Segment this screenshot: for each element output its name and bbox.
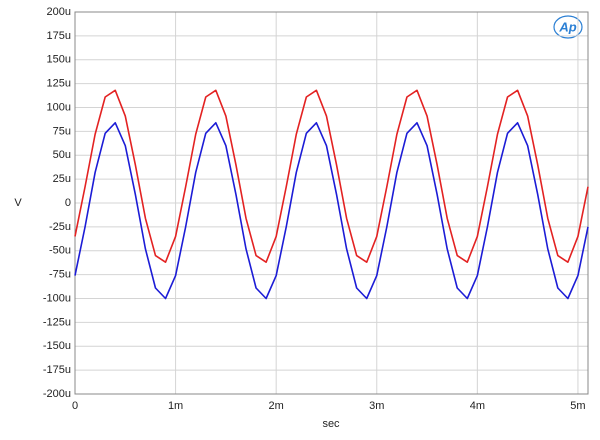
y-tick-label: 175u bbox=[47, 30, 71, 42]
x-tick-label: 4m bbox=[470, 400, 485, 412]
series-line bbox=[74, 89, 589, 264]
y-tick-label: -125u bbox=[43, 316, 71, 328]
logo-ring bbox=[553, 15, 583, 39]
y-tick-label: -50u bbox=[49, 245, 71, 257]
logo: Ap bbox=[558, 19, 576, 34]
x-tick-label: 5m bbox=[570, 400, 585, 412]
x-tick-label: 0 bbox=[72, 400, 78, 412]
x-tick-label: 2m bbox=[269, 400, 284, 412]
x-axis-label: sec bbox=[322, 418, 340, 430]
y-tick-label: -75u bbox=[49, 269, 71, 281]
x-tick-label: 1m bbox=[168, 400, 183, 412]
y-tick-label: -150u bbox=[43, 340, 71, 352]
x-tick-label: 3m bbox=[369, 400, 384, 412]
y-tick-label: -25u bbox=[49, 221, 71, 233]
y-tick-label: -100u bbox=[43, 292, 71, 304]
plot-frame bbox=[74, 11, 589, 395]
y-tick-label: 100u bbox=[47, 101, 71, 113]
y-axis-label: V bbox=[14, 197, 22, 209]
y-tick-label: 50u bbox=[53, 149, 71, 161]
y-tick-label: 125u bbox=[47, 78, 71, 90]
y-tick-label: -175u bbox=[43, 364, 71, 376]
y-tick-label: 150u bbox=[47, 54, 71, 66]
y-tick-label: 75u bbox=[53, 125, 71, 137]
y-tick-label: 0 bbox=[65, 197, 71, 209]
y-tick-label: 200u bbox=[47, 6, 71, 18]
y-tick-label: 25u bbox=[53, 173, 71, 185]
series-line bbox=[74, 121, 589, 300]
y-tick-label: -200u bbox=[43, 388, 71, 400]
